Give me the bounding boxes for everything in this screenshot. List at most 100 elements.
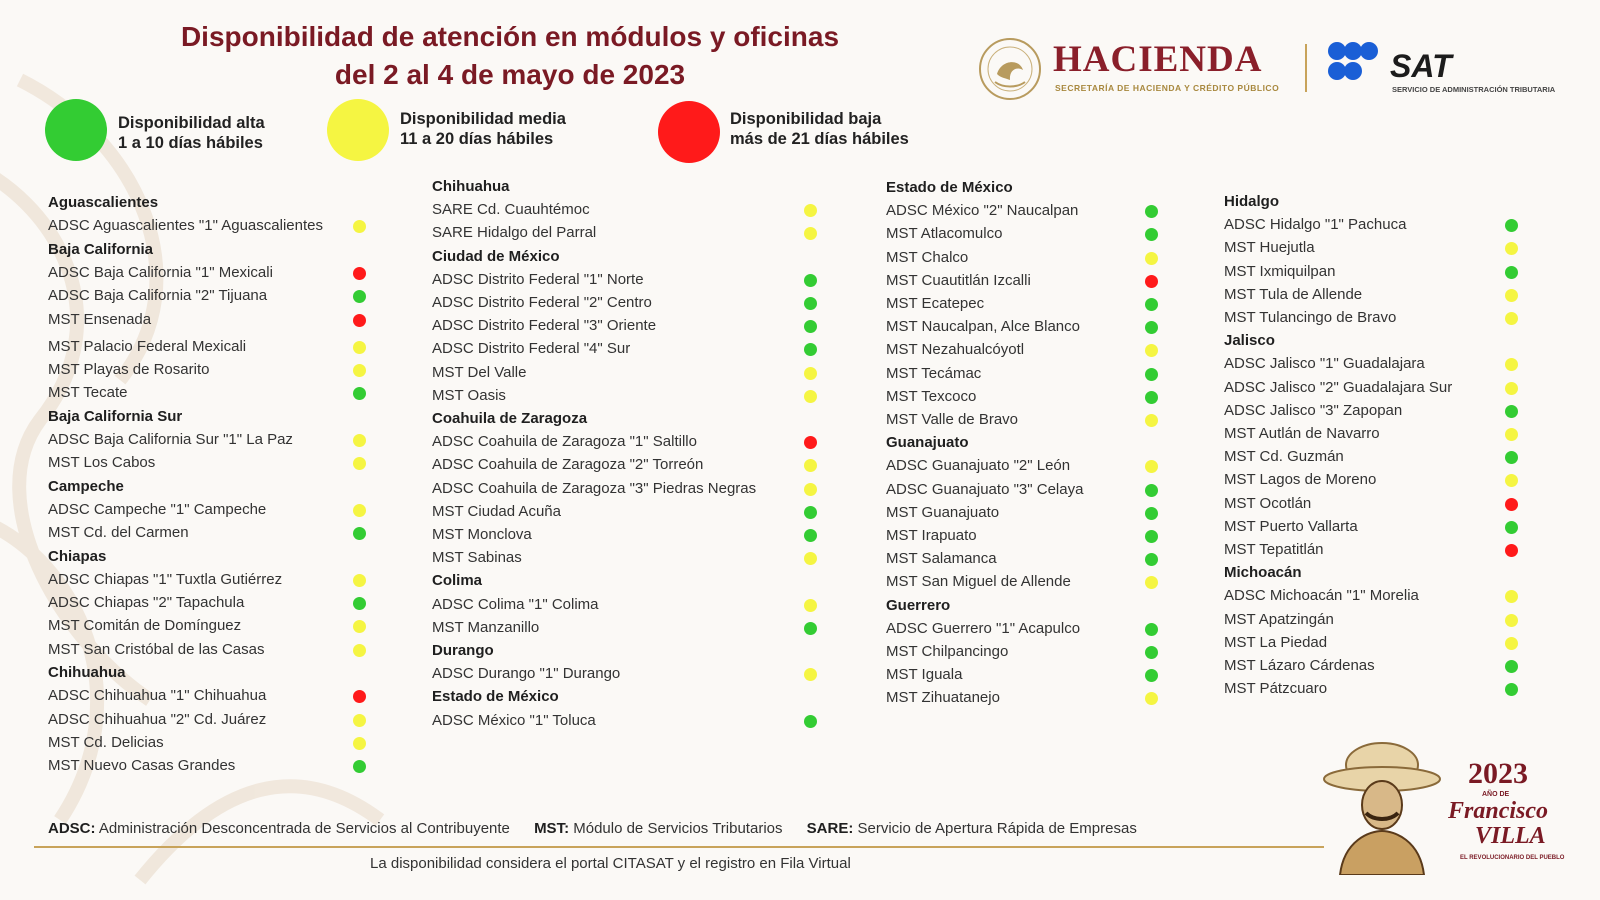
office-name: ADSC Baja California "2" Tijuana xyxy=(48,287,268,305)
status-dot-media xyxy=(1505,381,1518,395)
state-header: Michoacán xyxy=(1224,564,1302,582)
status-dot-alta xyxy=(804,343,817,357)
status-dot-media xyxy=(353,220,366,234)
office-row: MST Comitán de Domínguez xyxy=(48,615,366,637)
status-dot-media xyxy=(804,482,817,496)
office-row: ADSC Guanajuato "3" Celaya xyxy=(886,479,1158,501)
office-row: MST Tepatitlán xyxy=(1224,539,1518,561)
status-dot-alta xyxy=(353,527,366,541)
office-name: MST Monclova xyxy=(432,526,532,543)
status-dot-media xyxy=(353,434,366,447)
office-row: ADSC Chihuahua "2" Cd. Juárez xyxy=(48,709,366,731)
office-row: SARE Cd. Cuauhtémoc xyxy=(432,199,817,221)
office-row: ADSC Jalisco "3" Zapopan xyxy=(1224,400,1518,422)
office-name: MST Lagos de Moreno xyxy=(1224,471,1377,489)
page-title-line1: Disponibilidad de atención en módulos y … xyxy=(180,21,840,52)
office-row: MST Ixmiquilpan xyxy=(1224,261,1518,283)
footer-def-sare: SARE: Servicio de Apertura Rápida de Emp… xyxy=(806,820,1137,837)
office-name: ADSC Jalisco "2" Guadalajara Sur xyxy=(1224,378,1453,396)
office-row: MST Sabinas xyxy=(432,547,817,569)
status-dot-media xyxy=(804,459,817,473)
legend-label-alta: Disponibilidad alta 1 a 10 días hábiles xyxy=(118,114,265,152)
status-dot-media xyxy=(353,364,366,378)
status-dot-alta xyxy=(1145,298,1158,311)
status-dot-alta xyxy=(1145,646,1158,659)
status-dot-baja xyxy=(353,690,366,704)
sat-logo-subtitle: SERVICIO DE ADMINISTRACIÓN TRIBUTARIA xyxy=(1392,85,1556,94)
office-name: MST Naucalpan, Alce Blanco xyxy=(886,318,1080,336)
status-dot-alta xyxy=(1145,669,1158,683)
office-name: ADSC Guanajuato "3" Celaya xyxy=(886,480,1084,498)
office-row: MST Cd. Guzmán xyxy=(1224,446,1518,468)
status-dot-media xyxy=(1145,460,1158,474)
status-dot-media xyxy=(804,366,817,380)
office-row: ADSC Distrito Federal "1" Norte xyxy=(432,269,817,291)
office-name: MST Iguala xyxy=(886,666,963,684)
office-row: MST San Cristóbal de las Casas xyxy=(48,639,366,661)
status-dot-media xyxy=(1145,344,1158,358)
office-name: ADSC Aguascalientes "1" Aguascalientes xyxy=(48,217,323,235)
office-row: ADSC Distrito Federal "3" Oriente xyxy=(432,315,817,337)
status-dot-alta xyxy=(353,290,366,304)
office-row: MST Cuautitlán Izcalli xyxy=(886,270,1158,292)
office-name: ADSC Distrito Federal "3" Oriente xyxy=(432,317,657,335)
status-dot-alta xyxy=(1505,520,1518,534)
office-name: MST Del Valle xyxy=(432,363,527,381)
office-name: ADSC Guerrero "1" Acapulco xyxy=(886,619,1081,637)
office-row: MST Naucalpan, Alce Blanco xyxy=(886,316,1158,338)
legend-circle-baja xyxy=(658,101,720,163)
office-row: MST Ensenada xyxy=(48,309,366,331)
office-name: MST Cuautitlán Izcalli xyxy=(886,271,1031,289)
footer-def-mst: MST: Módulo de Servicios Tributarios xyxy=(534,820,783,837)
office-name: MST Huejutla xyxy=(1224,239,1315,257)
status-dot-media xyxy=(1505,590,1518,604)
status-dot-alta xyxy=(1145,530,1158,543)
footer-note: La disponibilidad considera el portal CI… xyxy=(370,855,851,872)
office-row: MST Texcoco xyxy=(886,386,1158,408)
mexico-seal-icon xyxy=(979,38,1041,100)
office-name: SARE Cd. Cuauhtémoc xyxy=(432,201,590,219)
villa-subtitle: EL REVOLUCIONARIO DEL PUEBLO xyxy=(1460,855,1565,861)
footer-def-adsc: ADSC: Administración Desconcentrada de S… xyxy=(48,820,510,837)
office-row: MST Pátzcuaro xyxy=(1224,678,1518,700)
status-dot-alta xyxy=(804,529,817,542)
logos: HACIENDA SECRETARÍA DE HACIENDA Y CRÉDIT… xyxy=(975,36,1575,106)
office-name: ADSC Chiapas "1" Tuxtla Gutiérrez xyxy=(48,570,283,588)
status-dot-alta xyxy=(1505,451,1518,465)
state-header: Baja California Sur xyxy=(48,407,183,425)
status-dot-media xyxy=(1145,414,1158,427)
status-dot-alta xyxy=(1145,367,1158,381)
state-header: Estado de México xyxy=(432,688,559,706)
status-dot-baja xyxy=(804,436,817,450)
status-dot-baja xyxy=(1505,544,1518,557)
office-name: ADSC México "2" Naucalpan xyxy=(886,202,1079,220)
office-row: MST Monclova xyxy=(432,524,817,546)
state-header: Durango xyxy=(432,642,494,659)
status-dot-alta xyxy=(804,621,817,635)
status-dot-media xyxy=(804,389,817,403)
office-row: ADSC Colima "1" Colima xyxy=(432,594,817,616)
state-header: Aguascalientes xyxy=(48,194,159,211)
villa-ano: AÑO DE xyxy=(1482,791,1510,798)
state-header: Baja California xyxy=(48,240,154,258)
office-name: MST Tula de Allende xyxy=(1224,285,1363,303)
office-row: ADSC México "1" Toluca xyxy=(432,710,817,732)
office-row: MST Zihuatanejo xyxy=(886,687,1158,709)
office-row: ADSC Distrito Federal "2" Centro xyxy=(432,292,817,314)
status-dot-alta xyxy=(353,387,366,401)
office-row: ADSC Baja California "2" Tijuana xyxy=(48,285,366,307)
office-name: MST Oasis xyxy=(432,386,506,404)
status-dot-alta xyxy=(1145,506,1158,520)
status-dot-alta xyxy=(804,714,817,728)
office-row: MST Apatzingán xyxy=(1224,609,1518,631)
office-name: ADSC Distrito Federal "2" Centro xyxy=(432,294,652,311)
office-name: MST Nuevo Casas Grandes xyxy=(48,757,236,775)
status-dot-media xyxy=(353,620,366,634)
office-row: MST La Piedad xyxy=(1224,632,1518,654)
state-header: Jalisco xyxy=(1224,332,1275,350)
office-row: ADSC Baja California "1" Mexicali xyxy=(48,262,366,284)
status-dot-alta xyxy=(1145,390,1158,404)
status-dot-media xyxy=(1145,251,1158,265)
office-name: MST Tulancingo de Bravo xyxy=(1224,309,1397,326)
office-name: ADSC Hidalgo "1" Pachuca xyxy=(1224,216,1407,234)
